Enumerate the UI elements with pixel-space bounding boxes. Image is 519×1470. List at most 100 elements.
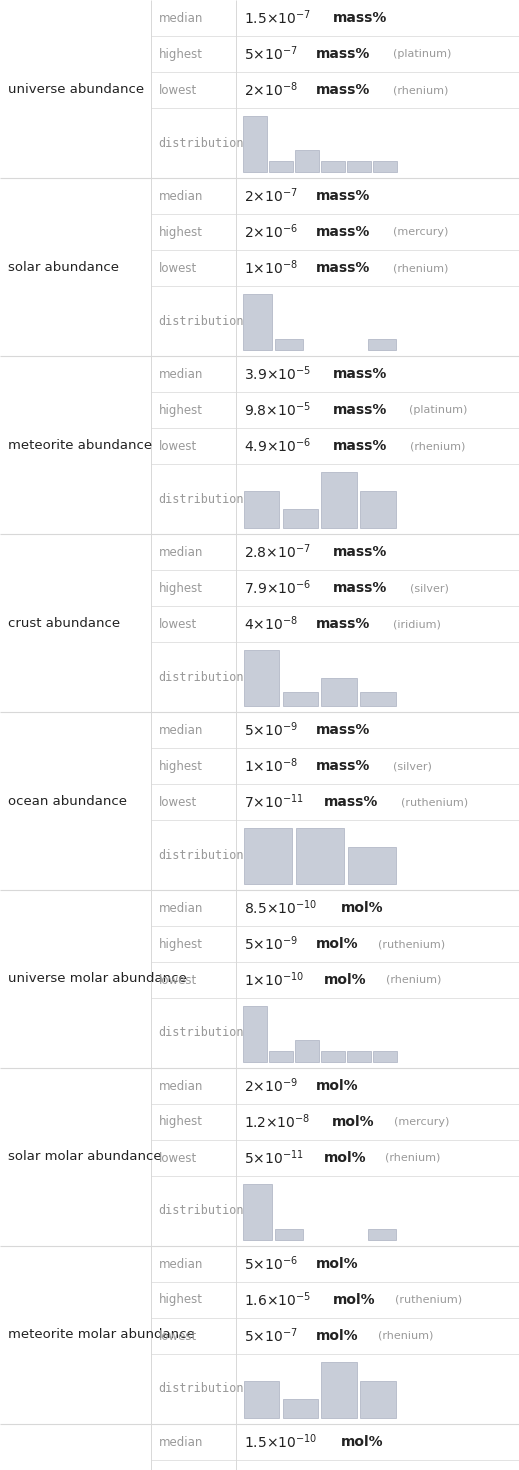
- Bar: [244, 828, 292, 883]
- Bar: [373, 1051, 397, 1061]
- Text: $\mathregular{5{\times}10^{-9}}$: $\mathregular{5{\times}10^{-9}}$: [244, 935, 298, 954]
- Text: median: median: [158, 545, 203, 559]
- Text: $\mathregular{5{\times}10^{-11}}$: $\mathregular{5{\times}10^{-11}}$: [244, 1148, 304, 1167]
- Text: $\mathregular{5{\times}10^{-7}}$: $\mathregular{5{\times}10^{-7}}$: [244, 1327, 298, 1345]
- Text: lowest: lowest: [158, 973, 197, 986]
- Bar: [368, 1229, 397, 1241]
- Text: $\mathregular{2{\times}10^{-9}}$: $\mathregular{2{\times}10^{-9}}$: [244, 1076, 298, 1095]
- Text: highest: highest: [158, 403, 202, 416]
- Bar: [243, 1183, 272, 1241]
- Text: median: median: [158, 723, 203, 736]
- Text: distribution: distribution: [158, 1204, 244, 1217]
- Text: $\mathregular{9.8{\times}10^{-5}}$: $\mathregular{9.8{\times}10^{-5}}$: [244, 401, 311, 419]
- Text: mol%: mol%: [333, 1294, 376, 1307]
- Text: mol%: mol%: [324, 1151, 366, 1166]
- Text: $\mathregular{2.8{\times}10^{-7}}$: $\mathregular{2.8{\times}10^{-7}}$: [244, 542, 311, 562]
- Text: (rhenium): (rhenium): [393, 85, 448, 96]
- Text: $\mathregular{5{\times}10^{-6}}$: $\mathregular{5{\times}10^{-6}}$: [244, 1255, 298, 1273]
- Text: (iridium): (iridium): [393, 619, 441, 629]
- Text: mass%: mass%: [333, 440, 388, 453]
- Text: (rhenium): (rhenium): [393, 263, 448, 273]
- Bar: [282, 692, 318, 706]
- Text: lowest: lowest: [158, 617, 197, 631]
- Text: mass%: mass%: [333, 368, 388, 381]
- Bar: [347, 160, 371, 172]
- Text: lowest: lowest: [158, 1329, 197, 1342]
- Text: universe abundance: universe abundance: [8, 82, 144, 96]
- Text: $\mathregular{2{\times}10^{-8}}$: $\mathregular{2{\times}10^{-8}}$: [244, 81, 298, 100]
- Text: (rhenium): (rhenium): [386, 1152, 441, 1163]
- Text: median: median: [158, 1436, 203, 1448]
- Text: mass%: mass%: [333, 545, 387, 559]
- Text: mass%: mass%: [324, 795, 378, 809]
- Text: (mercury): (mercury): [393, 226, 448, 237]
- Text: distribution: distribution: [158, 670, 244, 684]
- Bar: [360, 491, 396, 528]
- Bar: [275, 338, 303, 350]
- Text: mol%: mol%: [342, 1435, 384, 1449]
- Bar: [296, 828, 344, 883]
- Text: (ruthenium): (ruthenium): [394, 1295, 462, 1305]
- Text: $\mathregular{5{\times}10^{-9}}$: $\mathregular{5{\times}10^{-9}}$: [244, 720, 298, 739]
- Text: highest: highest: [158, 760, 202, 773]
- Text: mass%: mass%: [316, 47, 371, 60]
- Text: highest: highest: [158, 1116, 202, 1129]
- Bar: [244, 650, 280, 706]
- Text: mass%: mass%: [316, 262, 371, 275]
- Text: highest: highest: [158, 938, 202, 951]
- Bar: [295, 150, 319, 172]
- Text: mass%: mass%: [316, 82, 371, 97]
- Text: mass%: mass%: [316, 759, 371, 773]
- Bar: [275, 1229, 303, 1241]
- Text: distribution: distribution: [158, 137, 244, 150]
- Text: $\mathregular{2{\times}10^{-7}}$: $\mathregular{2{\times}10^{-7}}$: [244, 187, 298, 206]
- Text: meteorite molar abundance: meteorite molar abundance: [8, 1329, 195, 1342]
- Text: crust abundance: crust abundance: [8, 616, 120, 629]
- Text: highest: highest: [158, 47, 202, 60]
- Text: mol%: mol%: [316, 1079, 359, 1094]
- Text: mass%: mass%: [333, 581, 388, 595]
- Text: $\mathregular{3.9{\times}10^{-5}}$: $\mathregular{3.9{\times}10^{-5}}$: [244, 365, 311, 384]
- Text: median: median: [158, 901, 203, 914]
- Text: lowest: lowest: [158, 440, 197, 453]
- Text: (mercury): (mercury): [394, 1117, 449, 1127]
- Text: distribution: distribution: [158, 1382, 244, 1395]
- Text: lowest: lowest: [158, 262, 197, 275]
- Text: solar abundance: solar abundance: [8, 260, 119, 273]
- Bar: [295, 1039, 319, 1061]
- Text: mol%: mol%: [316, 1329, 359, 1344]
- Text: meteorite abundance: meteorite abundance: [8, 438, 152, 451]
- Text: distribution: distribution: [158, 315, 244, 328]
- Text: (platinum): (platinum): [409, 406, 468, 415]
- Text: median: median: [158, 368, 203, 381]
- Text: mass%: mass%: [333, 10, 388, 25]
- Bar: [282, 1399, 318, 1419]
- Text: (silver): (silver): [410, 584, 449, 592]
- Bar: [282, 509, 318, 528]
- Text: $\mathregular{7{\times}10^{-11}}$: $\mathregular{7{\times}10^{-11}}$: [244, 792, 304, 811]
- Text: solar molar abundance: solar molar abundance: [8, 1151, 161, 1163]
- Text: $\mathregular{4.9{\times}10^{-6}}$: $\mathregular{4.9{\times}10^{-6}}$: [244, 437, 311, 456]
- Text: distribution: distribution: [158, 848, 244, 861]
- Text: $\mathregular{7.9{\times}10^{-6}}$: $\mathregular{7.9{\times}10^{-6}}$: [244, 579, 311, 597]
- Text: $\mathregular{1.5{\times}10^{-7}}$: $\mathregular{1.5{\times}10^{-7}}$: [244, 9, 311, 28]
- Text: $\mathregular{1{\times}10^{-8}}$: $\mathregular{1{\times}10^{-8}}$: [244, 259, 298, 278]
- Bar: [321, 1051, 345, 1061]
- Text: median: median: [158, 1257, 203, 1270]
- Text: $\mathregular{2{\times}10^{-6}}$: $\mathregular{2{\times}10^{-6}}$: [244, 222, 298, 241]
- Text: (rhenium): (rhenium): [410, 441, 466, 451]
- Text: (rhenium): (rhenium): [386, 975, 441, 985]
- Text: mass%: mass%: [316, 723, 371, 736]
- Text: $\mathregular{8.5{\times}10^{-10}}$: $\mathregular{8.5{\times}10^{-10}}$: [244, 898, 318, 917]
- Text: distribution: distribution: [158, 1026, 244, 1039]
- Bar: [269, 160, 293, 172]
- Bar: [243, 294, 272, 350]
- Text: universe molar abundance: universe molar abundance: [8, 973, 187, 985]
- Text: distribution: distribution: [158, 492, 244, 506]
- Text: $\mathregular{1{\times}10^{-8}}$: $\mathregular{1{\times}10^{-8}}$: [244, 757, 298, 775]
- Bar: [360, 1380, 396, 1419]
- Text: highest: highest: [158, 582, 202, 594]
- Text: mass%: mass%: [316, 617, 371, 631]
- Bar: [373, 160, 397, 172]
- Text: mass%: mass%: [316, 225, 371, 240]
